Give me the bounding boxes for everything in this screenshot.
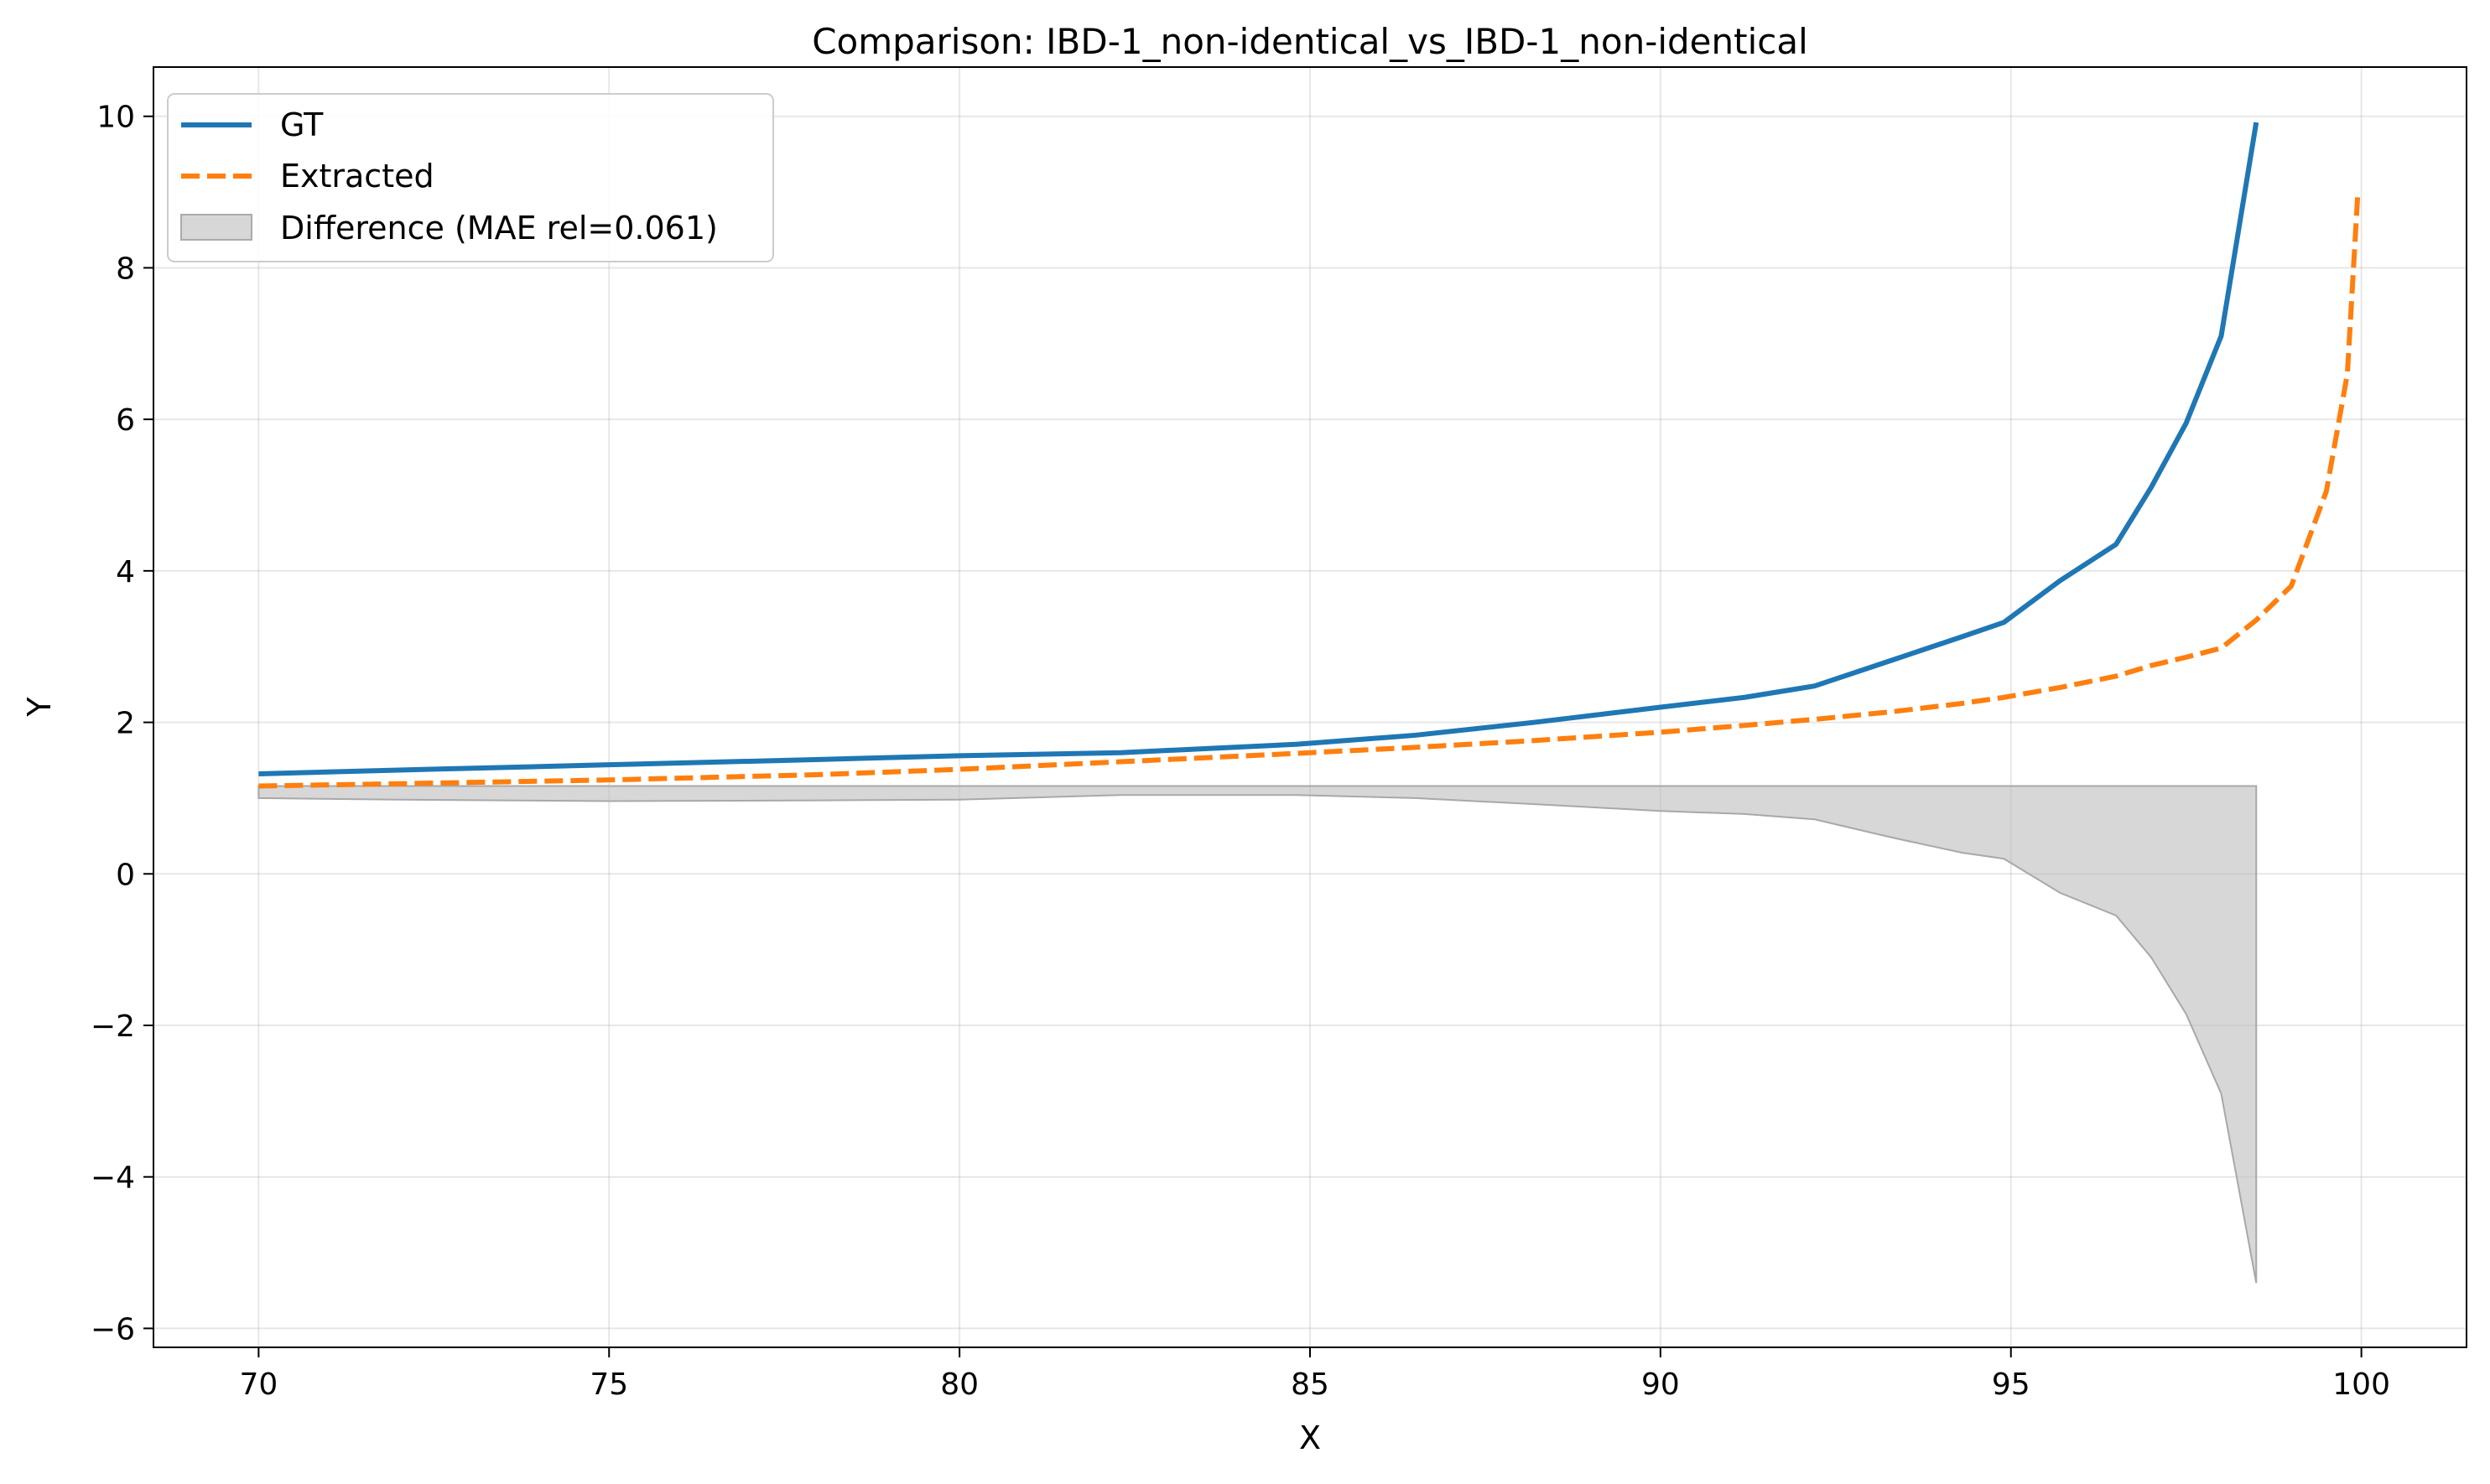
difference-area (257, 785, 2258, 1284)
y-tick-label: 4 (116, 555, 135, 589)
gt-series-line (258, 122, 2259, 777)
x-tick-label: 95 (1992, 1367, 2030, 1402)
legend-box (167, 93, 774, 262)
y-tick-label: 2 (116, 707, 135, 741)
x-tick-label: 100 (2332, 1367, 2390, 1402)
x-tick-label: 70 (239, 1367, 278, 1402)
y-tick-label: 8 (116, 252, 135, 286)
x-tick-label: 85 (1291, 1367, 1329, 1402)
legend: GT Extracted Difference (MAE rel=0.061) (167, 93, 774, 262)
legend-difference-label: Difference (MAE rel=0.061) (280, 210, 718, 246)
x-tick-label: 80 (940, 1367, 979, 1402)
y-axis-label: Y (21, 697, 58, 718)
y-tick-label: 0 (116, 858, 135, 892)
series-layer (258, 122, 2361, 789)
legend-gt-label: GT (280, 106, 324, 143)
legend-difference-swatch (180, 214, 252, 241)
x-axis-label: X (1299, 1419, 1321, 1456)
y-tick-label: −6 (91, 1312, 135, 1346)
x-tick-label: 90 (1641, 1367, 1680, 1402)
legend-extracted-label: Extracted (280, 158, 434, 195)
difference-fill-layer (257, 785, 2258, 1284)
y-tick-label: −2 (91, 1009, 135, 1044)
y-tick-label: −4 (91, 1161, 135, 1196)
y-tick-label: 10 (96, 101, 135, 135)
x-tick-label: 75 (590, 1367, 628, 1402)
tick-layer: 70 75 80 85 90 95 100 −6 −4 −2 0 2 4 6 8 10 (91, 101, 2390, 1402)
y-tick-label: 6 (116, 403, 135, 438)
chart-title: Comparison: IBD-1_non-identical_vs_IBD-1… (812, 21, 1808, 62)
extracted-series-line (258, 191, 2361, 789)
